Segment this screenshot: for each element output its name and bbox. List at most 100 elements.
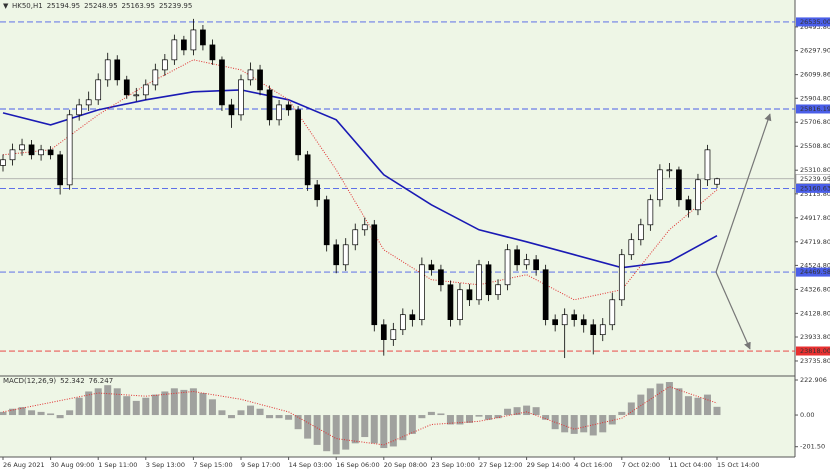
- macd-bar: [703, 394, 711, 416]
- macd-bar: [170, 388, 178, 416]
- candle-body: [380, 324, 387, 340]
- candle-body: [276, 104, 282, 121]
- level-label: 25160.63: [800, 184, 830, 192]
- y-tick-label: 26099.86: [800, 71, 830, 79]
- candle-body: [342, 244, 349, 266]
- candle-body: [476, 264, 482, 301]
- candle-body: [590, 324, 597, 336]
- macd-bar: [113, 388, 121, 416]
- macd-bar: [427, 411, 435, 416]
- x-tick-label: 20 Sep 08:00: [384, 461, 427, 469]
- candle-body: [152, 69, 159, 86]
- candle-body: [409, 314, 416, 320]
- macd-bar: [0, 411, 7, 416]
- candle-body: [171, 39, 178, 61]
- macd-bar: [389, 415, 397, 447]
- chart-header: HK50,H1 25194.95 25248.95 25163.95 25239.95: [12, 2, 192, 10]
- level-label-box: [796, 183, 830, 193]
- macd-bar: [37, 411, 45, 416]
- macd-bar: [513, 407, 521, 416]
- candle-body: [695, 179, 701, 211]
- macd-bar: [437, 413, 445, 416]
- candle-body: [571, 314, 578, 320]
- macd-bar: [570, 415, 578, 434]
- macd-bar: [542, 415, 550, 420]
- candle-body: [38, 149, 44, 156]
- macd-bar: [504, 408, 512, 416]
- macd-bar: [361, 415, 369, 438]
- macd-bar: [18, 407, 26, 416]
- y-tick-label: 24917.80: [800, 214, 830, 222]
- candle-body: [304, 154, 311, 186]
- y-tick-label: 0.00: [800, 411, 814, 419]
- candle-body: [219, 59, 225, 106]
- macd-bar: [475, 415, 483, 417]
- macd-bar: [47, 413, 55, 416]
- candle-body: [637, 224, 644, 241]
- axis-background: [0, 457, 830, 470]
- x-tick-label: 14 Sep 03:00: [289, 461, 332, 469]
- y-tick-label: 25508.80: [800, 142, 830, 150]
- macd-bar: [399, 415, 407, 441]
- y-tick-label: 24719.80: [800, 238, 830, 246]
- macd-bar: [351, 415, 359, 444]
- macd-bar: [618, 411, 626, 416]
- macd-bar: [94, 388, 102, 416]
- macd-bar: [713, 406, 721, 416]
- candle-body: [228, 104, 235, 116]
- y-tick-label: 222.906: [800, 376, 827, 384]
- x-tick-label: 11 Oct 04:00: [669, 461, 711, 469]
- candle-body: [209, 44, 216, 61]
- macd-bar: [313, 415, 321, 445]
- y-tick-label: 25115.80: [800, 190, 830, 198]
- macd-bar: [218, 410, 226, 416]
- candle-body: [485, 264, 492, 296]
- macd-bar: [85, 391, 93, 416]
- level-label: 23818.00: [800, 347, 830, 355]
- macd-bar: [523, 405, 531, 416]
- level-label: 25816.19: [800, 105, 830, 113]
- macd-bar: [237, 410, 245, 416]
- candle-body: [542, 269, 549, 320]
- macd-bar: [180, 389, 188, 416]
- y-tick-label: 26493.80: [800, 23, 830, 31]
- candle-body: [47, 149, 54, 156]
- macd-bar: [551, 415, 559, 430]
- macd-bar: [275, 415, 283, 419]
- candle-body: [0, 159, 6, 166]
- candle-body: [323, 199, 330, 246]
- macd-bar: [294, 415, 302, 430]
- y-tick-label: 23933.80: [800, 333, 830, 341]
- macd-bar: [9, 408, 17, 416]
- macd-bar: [66, 410, 74, 416]
- candle-body: [142, 84, 149, 96]
- x-tick-label: 29 Sep 14:00: [527, 461, 570, 469]
- level-label: 26535.00: [800, 18, 830, 26]
- macd-bar: [485, 415, 493, 420]
- candle-body: [618, 254, 625, 301]
- candle-body: [238, 79, 244, 116]
- header-item: 76.247: [89, 377, 114, 385]
- macd-bar: [408, 415, 416, 434]
- candle-body: [66, 114, 73, 186]
- moving-average: [2, 59, 718, 301]
- x-tick-label: 27 Sep 12:00: [479, 461, 522, 469]
- candle-body: [457, 289, 463, 320]
- candle-body: [161, 59, 168, 71]
- moving-average: [2, 89, 718, 269]
- macd-bar: [199, 393, 207, 416]
- macd-bar: [208, 399, 216, 416]
- candle-body: [371, 224, 378, 326]
- candle-body: [628, 239, 635, 256]
- x-tick-label: 26 Aug 2021: [3, 461, 45, 469]
- candle-body: [95, 79, 102, 101]
- candle-body: [104, 59, 111, 81]
- macd-bar: [494, 415, 502, 419]
- level-label-box: [796, 346, 830, 356]
- macd-bar: [56, 415, 64, 419]
- candle-body: [523, 259, 530, 266]
- macd-bar: [608, 415, 616, 425]
- macd-bar: [561, 415, 569, 433]
- candle-body: [9, 149, 16, 161]
